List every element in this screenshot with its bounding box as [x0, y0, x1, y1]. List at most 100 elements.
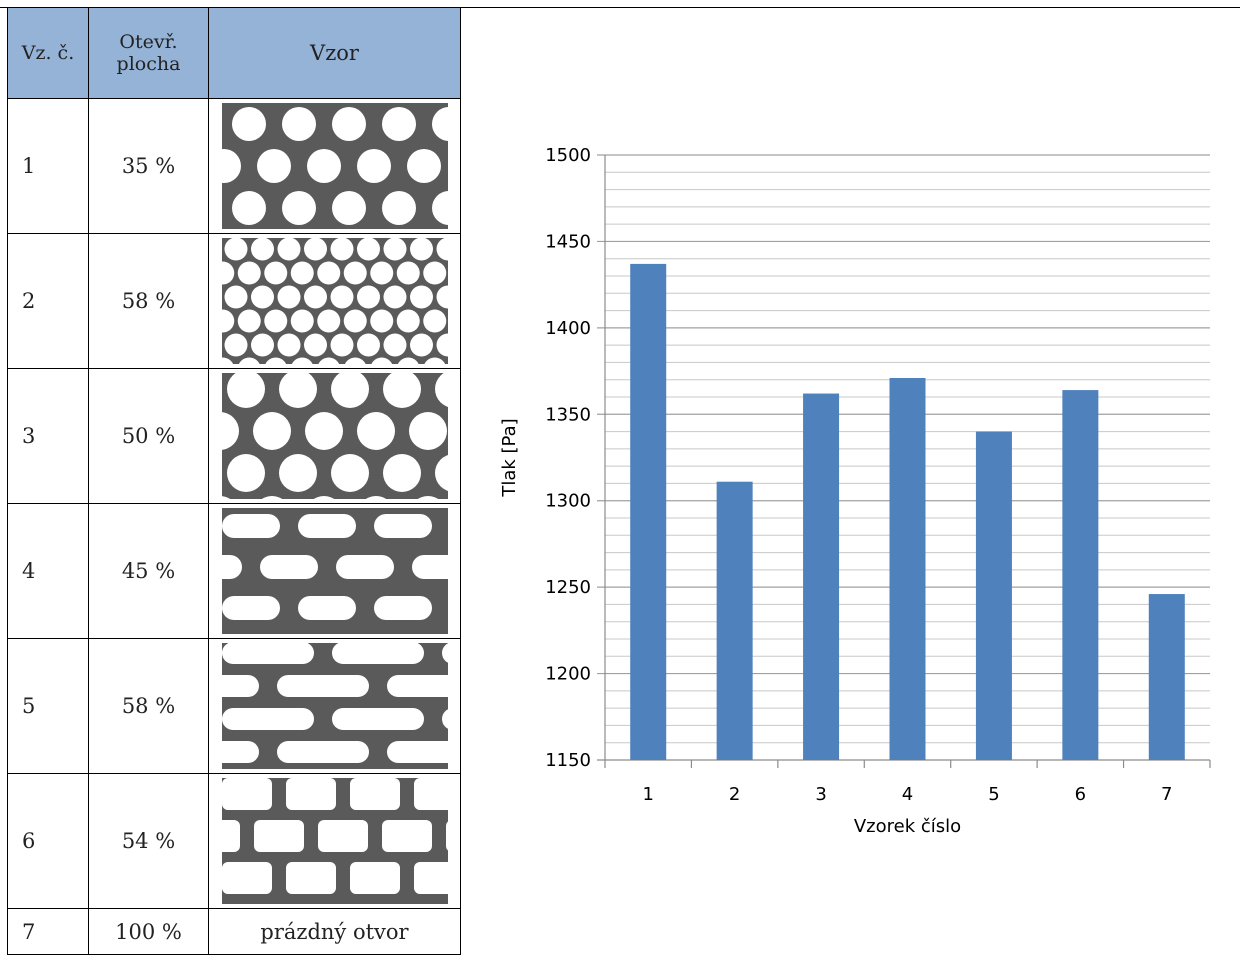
open-area-value: 45 % — [88, 503, 209, 639]
samples-table: Vz. č. Otevř. plocha Vzor 1 35 % 2 58 % … — [7, 7, 461, 955]
y-tick-label: 1400 — [545, 318, 591, 339]
slot — [441, 709, 448, 729]
hole — [303, 333, 327, 357]
hole — [238, 357, 260, 364]
hole — [436, 285, 448, 309]
header-open-area-line1: Otevř. — [119, 31, 178, 53]
bar — [1148, 594, 1185, 760]
hole — [356, 412, 395, 450]
hole — [409, 333, 433, 357]
y-tick-label: 1250 — [545, 577, 591, 598]
sample-number: 6 — [7, 773, 89, 909]
hole — [221, 149, 241, 183]
hole — [356, 285, 380, 309]
hole — [316, 309, 340, 333]
x-tick-label: 2 — [729, 784, 740, 805]
hole — [231, 107, 266, 141]
bar — [1062, 390, 1099, 760]
slot — [317, 820, 368, 852]
round-holes-large-pattern — [221, 103, 448, 229]
slot — [331, 708, 424, 730]
open-area-value: 100 % — [88, 908, 209, 955]
slot — [349, 862, 400, 894]
table-row: 2 58 % — [7, 233, 461, 369]
hole — [224, 238, 247, 261]
table-header-row: Vz. č. Otevř. plocha Vzor — [7, 7, 461, 99]
slot — [221, 514, 280, 538]
sample-number: 2 — [7, 233, 89, 369]
hole — [306, 149, 341, 183]
slot — [221, 555, 242, 579]
slot — [411, 555, 448, 579]
y-tick-label: 1350 — [545, 404, 591, 425]
hole — [396, 261, 420, 285]
hole — [237, 261, 261, 285]
hole — [356, 333, 380, 357]
hole — [406, 149, 441, 183]
header-sample-number: Vz. č. — [7, 7, 89, 99]
hole — [382, 373, 421, 408]
hole — [396, 309, 420, 333]
slot — [381, 820, 432, 852]
hole — [330, 238, 353, 261]
hole — [278, 373, 317, 408]
pattern-cell — [208, 233, 461, 369]
open-area-value: 35 % — [88, 98, 209, 234]
hole — [281, 191, 316, 225]
pattern-cell — [208, 368, 461, 504]
slots-short-pattern — [221, 508, 448, 634]
slots-barrel-pattern — [221, 778, 448, 904]
bar — [716, 481, 753, 760]
slot — [259, 555, 318, 579]
hole — [231, 191, 266, 225]
round-holes-small-pattern — [221, 238, 448, 364]
hole — [264, 357, 286, 364]
x-tick-label: 5 — [988, 784, 999, 805]
hole — [436, 333, 448, 357]
hole — [365, 496, 386, 499]
hole — [408, 412, 447, 450]
pattern-text: prázdný otvor — [208, 908, 461, 955]
hole — [277, 238, 300, 261]
slot — [331, 643, 424, 664]
hole — [382, 454, 421, 492]
slots-long-pattern — [221, 643, 448, 769]
sample-number: 4 — [7, 503, 89, 639]
hole — [344, 357, 366, 364]
x-tick-label: 4 — [902, 784, 913, 805]
hole — [431, 107, 448, 141]
slot — [413, 778, 448, 810]
hole — [221, 357, 233, 364]
hole — [291, 357, 313, 364]
sample-number: 3 — [7, 368, 89, 504]
hole — [330, 373, 369, 408]
hole — [409, 285, 433, 309]
y-tick-label: 1450 — [545, 231, 591, 252]
hole — [263, 309, 287, 333]
table-row: 6 54 % — [7, 773, 461, 909]
hole — [250, 285, 274, 309]
slot — [221, 862, 272, 894]
hole — [304, 412, 343, 450]
hole — [330, 454, 369, 492]
open-area-value: 58 % — [88, 233, 209, 369]
hole — [281, 107, 316, 141]
x-tick-label: 1 — [642, 784, 653, 805]
y-tick-label: 1300 — [545, 491, 591, 512]
y-tick-label: 1500 — [545, 145, 591, 166]
bar — [975, 431, 1012, 760]
table-row: 4 45 % — [7, 503, 461, 639]
hole — [343, 261, 367, 285]
hole — [303, 238, 327, 261]
slot — [276, 741, 369, 763]
slot — [221, 643, 314, 664]
slot — [445, 821, 448, 851]
hole — [423, 357, 445, 364]
hole — [383, 333, 406, 357]
hole — [303, 285, 327, 309]
pressure-bar-chart: 1150 1200 1250 1300 1350 1400 1450 1500 1 2 3 4 5 6 7 V… — [499, 145, 1211, 837]
hole — [422, 261, 446, 285]
bar — [630, 263, 667, 760]
hole — [434, 373, 448, 408]
slot — [221, 820, 240, 852]
